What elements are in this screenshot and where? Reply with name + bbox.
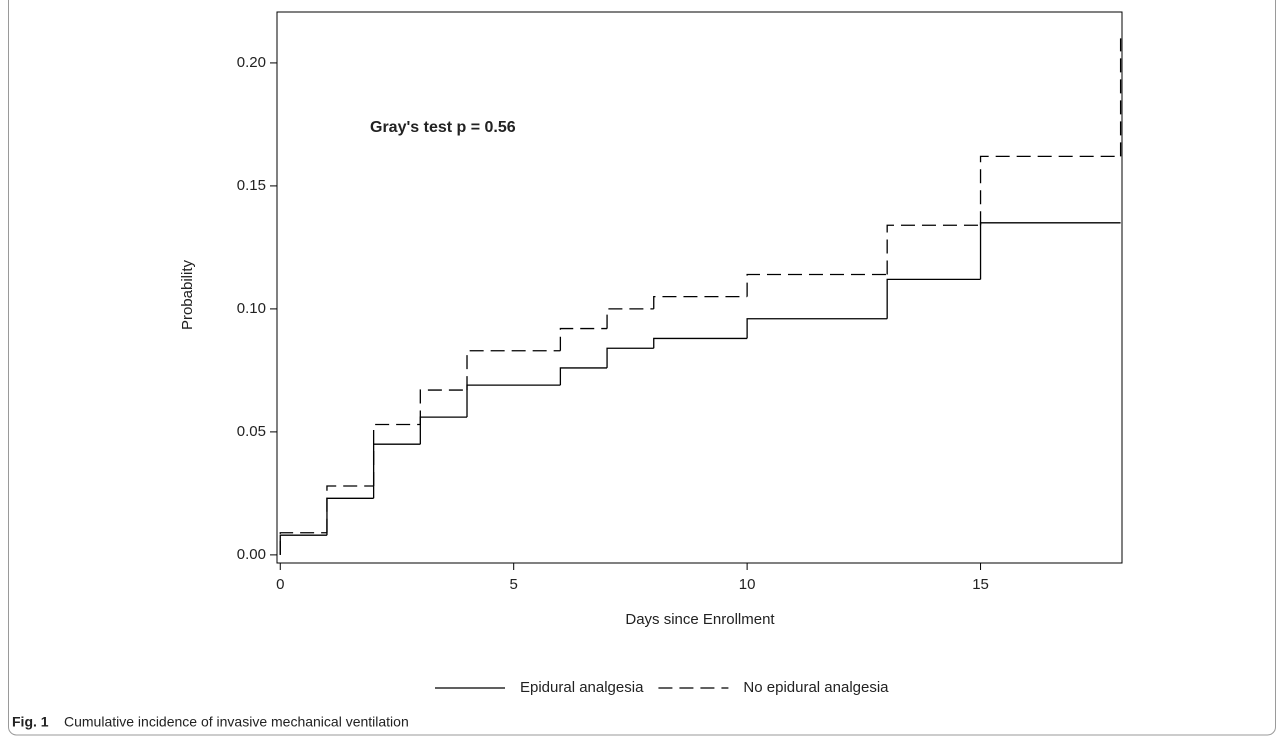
- x-tick-label: 0: [276, 576, 284, 593]
- x-tick-label: 10: [739, 576, 756, 593]
- x-tick-label: 15: [972, 576, 989, 593]
- step-segment: [466, 384, 561, 418]
- step-segment: [372, 443, 421, 499]
- y-tick-label: 0.10: [237, 300, 266, 317]
- step-segment: [279, 532, 327, 555]
- plot-frame: [276, 11, 1123, 564]
- step-segment: [419, 416, 468, 445]
- legend-label: Epidural analgesia: [520, 679, 644, 696]
- step-segment: [653, 295, 748, 309]
- step-segment: [746, 318, 888, 339]
- figure-frame: [8, 0, 1276, 736]
- caption-text: Cumulative incidence of invasive mechani…: [64, 714, 409, 730]
- step-segment: [279, 534, 327, 555]
- step-segment: [419, 389, 468, 425]
- step-segment: [326, 485, 374, 533]
- caption-label: Fig. 1: [12, 714, 49, 730]
- y-tick-label: 0.20: [237, 54, 266, 71]
- step-segment: [886, 278, 981, 319]
- x-axis-label: Days since Enrollment: [625, 611, 775, 628]
- step-segment: [606, 308, 654, 329]
- legend-label: No epidural analgesia: [743, 679, 889, 696]
- step-segment: [372, 423, 421, 487]
- step-segment: [559, 367, 608, 386]
- x-tick-label: 5: [510, 576, 518, 593]
- step-segment: [559, 327, 608, 351]
- step-segment: [653, 337, 748, 349]
- step-segment: [979, 222, 1121, 280]
- y-tick-label: 0.05: [237, 423, 266, 440]
- y-tick-label: 0.15: [237, 177, 266, 194]
- step-segment: [326, 497, 374, 536]
- step-segment: [746, 273, 888, 297]
- y-tick-label: 0.00: [237, 546, 266, 563]
- step-segment: [886, 224, 981, 275]
- annotation: Gray's test p = 0.56: [370, 119, 516, 136]
- step-segment: [606, 347, 654, 368]
- y-axis-label: Probability: [179, 259, 196, 330]
- step-segment: [466, 350, 561, 391]
- step-segment: [979, 155, 1121, 226]
